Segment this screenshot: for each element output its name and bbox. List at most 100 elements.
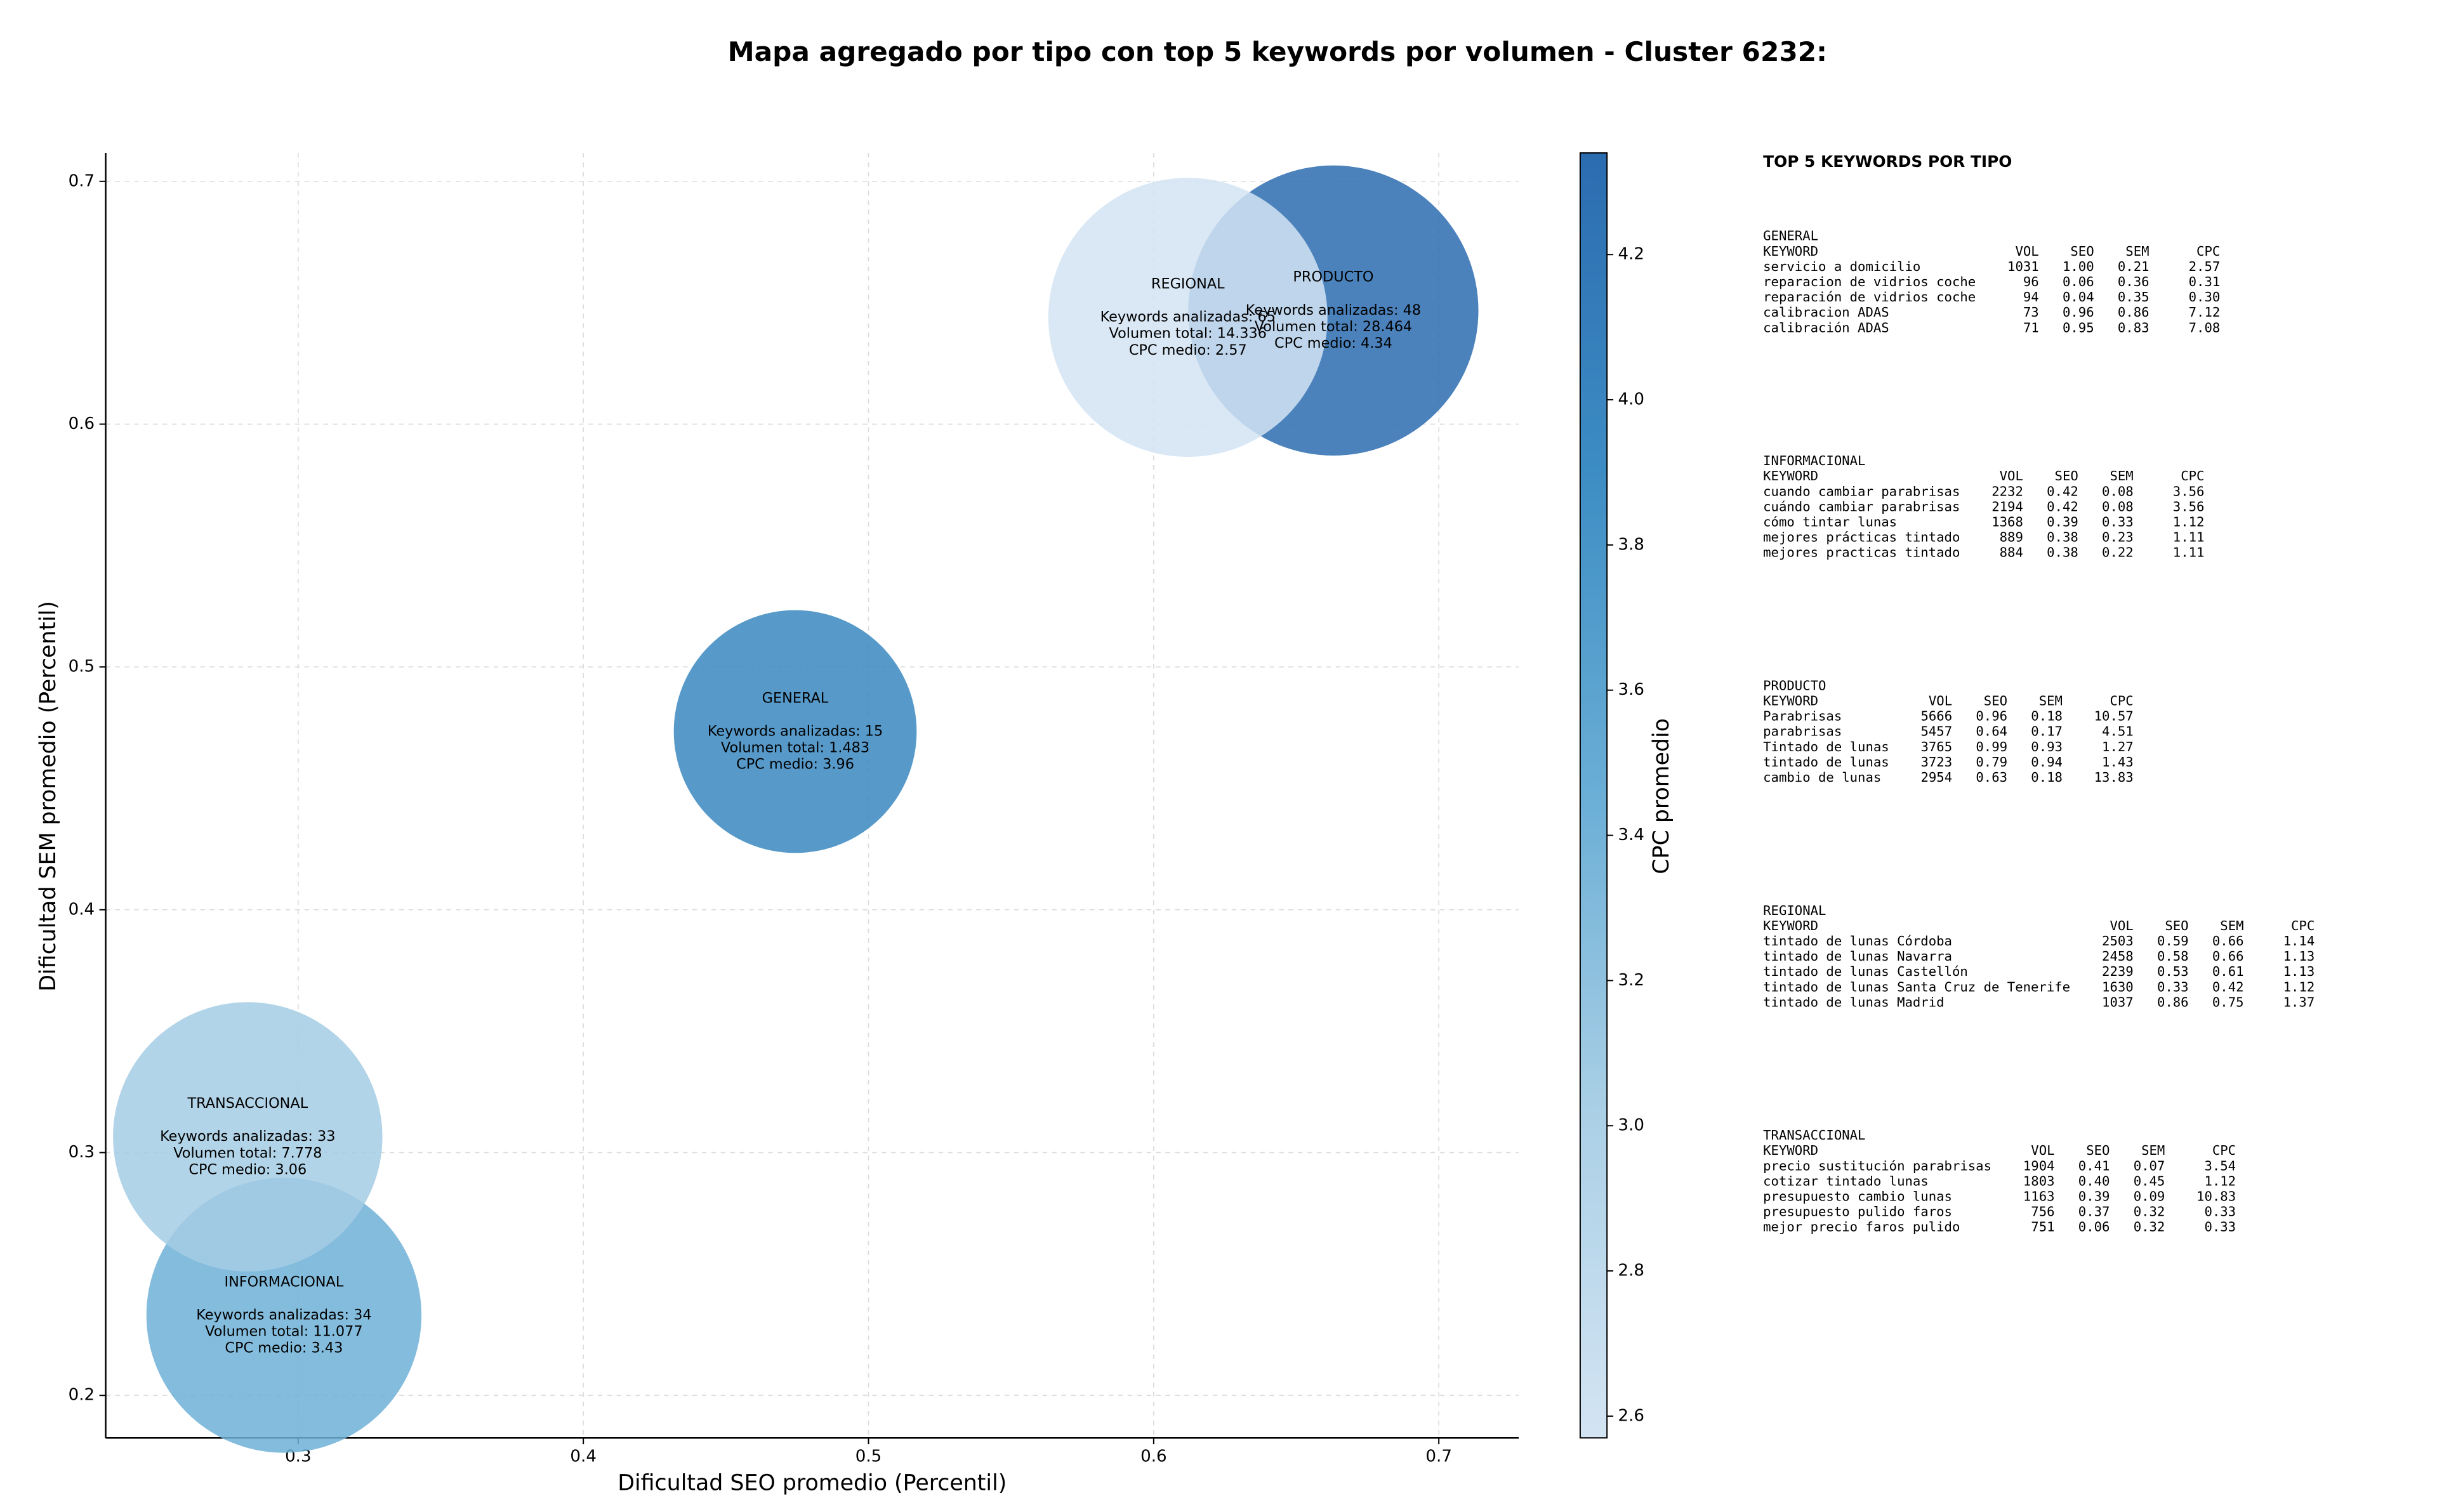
table-cell: 0.37 <box>2078 1204 2110 1219</box>
table-header: SEO <box>1984 694 2007 709</box>
colorbar-tick-label: 3.4 <box>1618 825 1644 845</box>
table-header: CPC <box>2181 468 2204 483</box>
x-tick-label: 0.5 <box>855 1447 882 1466</box>
table-cell: 0.64 <box>1976 724 2007 739</box>
table-cell: 1904 <box>2023 1158 2055 1173</box>
table-cell: 1.43 <box>2102 754 2134 770</box>
bubble-label: CPC medio: 4.34 <box>1274 335 1392 352</box>
table-cell: 0.61 <box>2212 964 2244 979</box>
bubble-label: CPC medio: 3.06 <box>188 1161 307 1178</box>
x-tick-label: 0.7 <box>1425 1447 1451 1466</box>
table-cell: 5457 <box>1920 724 1952 739</box>
table-cell: 0.06 <box>2078 1219 2110 1235</box>
table-cell: 0.99 <box>1976 739 2007 754</box>
table-cell: 10.57 <box>2094 709 2134 724</box>
table-cell: 1.13 <box>2283 964 2315 979</box>
table-cell: 0.32 <box>2134 1204 2165 1219</box>
table-cell: 0.33 <box>2102 514 2134 529</box>
table-cell: 1163 <box>2023 1189 2055 1204</box>
table-cell: tintado de lunas <box>1763 754 1889 770</box>
table-header: CPC <box>2196 244 2220 259</box>
table-cell: 0.33 <box>2204 1219 2236 1235</box>
table-header: CPC <box>2110 694 2133 709</box>
table-cell: 0.38 <box>2047 545 2078 560</box>
table-cell: 1803 <box>2023 1173 2055 1188</box>
table-cell: 0.63 <box>1976 770 2007 785</box>
y-tick-label: 0.3 <box>69 1143 95 1162</box>
table-cell: 0.53 <box>2157 964 2189 979</box>
table-cell: 884 <box>2000 545 2023 560</box>
colorbar-tick-label: 2.6 <box>1618 1406 1644 1425</box>
table-cell: 0.08 <box>2102 483 2134 499</box>
table-cell: Parabrisas <box>1763 709 1842 724</box>
y-tick-label: 0.4 <box>69 900 95 919</box>
table-cell: 0.42 <box>2212 979 2244 994</box>
table-cell: 756 <box>2031 1204 2054 1219</box>
table-cell: 0.66 <box>2212 933 2244 949</box>
y-tick-label: 0.7 <box>69 171 95 190</box>
table-cell: cuando cambiar parabrisas <box>1763 483 1960 499</box>
table-cell: cómo tintar lunas <box>1763 514 1897 529</box>
table-cell: 1.00 <box>2063 259 2094 274</box>
table-cell: 0.31 <box>2189 274 2221 289</box>
x-axis-label: Dificultad SEO promedio (Percentil) <box>618 1470 1007 1496</box>
table-cell: 0.66 <box>2212 949 2244 964</box>
table-cell: cotizar tintado lunas <box>1763 1173 1929 1188</box>
table-cell: 2239 <box>2102 964 2134 979</box>
table-cell: 0.17 <box>2031 724 2063 739</box>
bubble <box>1048 178 1328 457</box>
table-cell: 1.37 <box>2283 994 2315 1009</box>
bubble-label: Volumen total: 11.077 <box>205 1324 362 1340</box>
table-cell: 0.94 <box>2031 754 2063 770</box>
table-cell: 5666 <box>1920 709 1952 724</box>
table-cell: cuándo cambiar parabrisas <box>1763 499 1960 514</box>
bubble-label: Volumen total: 14.336 <box>1109 325 1267 342</box>
colorbar-tick-label: 3.2 <box>1618 971 1644 990</box>
table-cell: 0.93 <box>2031 739 2063 754</box>
table-cell: 751 <box>2031 1219 2054 1235</box>
table-cell: precio sustitución parabrisas <box>1763 1158 1991 1173</box>
table-cell: 73 <box>2023 305 2039 320</box>
y-tick-label: 0.6 <box>69 414 95 433</box>
colorbar-tick-label: 3.8 <box>1618 535 1644 554</box>
table-cell: 0.38 <box>2047 530 2078 545</box>
table-cell: 0.23 <box>2102 530 2134 545</box>
table-header: KEYWORD <box>1763 468 1818 483</box>
table-cell: 0.39 <box>2047 514 2078 529</box>
bubble-name: INFORMACIONAL <box>224 1273 343 1290</box>
table-cell: presupuesto pulido faros <box>1763 1204 1952 1219</box>
table-cell: 0.08 <box>2102 499 2134 514</box>
table-cell: 0.33 <box>2204 1204 2236 1219</box>
bubble-label: Volumen total: 28.464 <box>1255 319 1412 335</box>
table-cell: 0.83 <box>2118 320 2150 335</box>
bubble-label: Keywords analizadas: 15 <box>708 723 883 739</box>
table-cell: 1031 <box>2007 259 2039 274</box>
bubble-label: Volumen total: 7.778 <box>173 1145 322 1161</box>
table-cell: calibracion ADAS <box>1763 305 1889 320</box>
table-cell: 94 <box>2023 289 2039 305</box>
table-cell: 0.40 <box>2078 1173 2110 1188</box>
bubble-label: CPC medio: 3.43 <box>225 1340 343 1357</box>
colorbar-label: CPC promedio <box>1649 718 1674 874</box>
table-cell: 0.86 <box>2118 305 2150 320</box>
y-tick-label: 0.5 <box>69 657 95 676</box>
table-cell: cambio de lunas <box>1763 770 1881 785</box>
table-cell: reparacion de vidrios coche <box>1763 274 1976 289</box>
table-cell: 1.13 <box>2283 949 2315 964</box>
table-header: SEM <box>2125 244 2149 259</box>
table-cell: tintado de lunas Santa Cruz de Tenerife <box>1763 979 2070 994</box>
table-header: CPC <box>2212 1143 2236 1158</box>
table-cell: 3723 <box>1920 754 1952 770</box>
table-header: SEO <box>2070 244 2094 259</box>
bubble-name: PRODUCTO <box>1293 269 1373 286</box>
table-cell: 0.04 <box>2063 289 2094 305</box>
table-cell: 2.57 <box>2189 259 2221 274</box>
table-cell: 0.96 <box>1976 709 2007 724</box>
table-cell: tintado de lunas Castellón <box>1763 964 1968 979</box>
table-cell: 4.51 <box>2102 724 2134 739</box>
table-cell: 0.21 <box>2118 259 2150 274</box>
table-cell: 1.14 <box>2283 933 2315 949</box>
table-cell: 889 <box>2000 530 2023 545</box>
table-cell: 0.33 <box>2157 979 2189 994</box>
